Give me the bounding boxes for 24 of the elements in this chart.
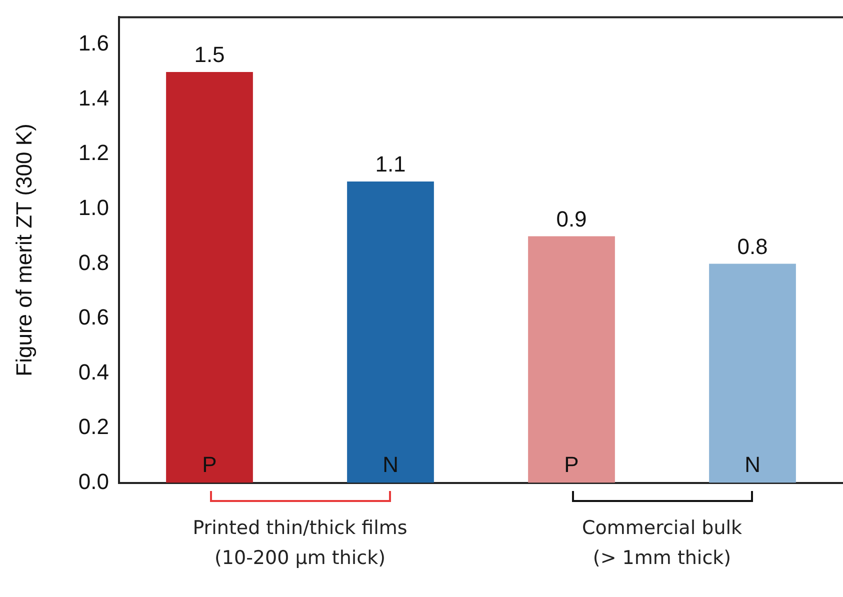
y-tick-label: 1.4 [78,85,109,110]
data-label: 1.1 [375,152,406,177]
y-axis-title: Figure of merit ZT (300 K) [11,124,36,376]
y-tick-label: 0.6 [78,304,109,330]
data-label: 0.8 [737,234,768,259]
y-tick-label: 0.8 [78,250,109,275]
text: Commercial bulk (> 1mm thick) [582,516,742,571]
x-tick-label: P [564,452,579,477]
x-tick-label: N [744,452,760,477]
x-tick-label: N [382,452,398,477]
text: Printed thin/thick films (10-200 µm thick) [192,516,408,571]
data-label: 1.5 [194,42,225,68]
bar [347,182,434,483]
x-tick-label: P [202,452,217,477]
y-tick-label: 1.6 [78,30,109,56]
y-tick-label: 0.2 [78,414,109,440]
y-tick-label: 0.0 [78,468,109,494]
bar [166,72,253,483]
y-tick-label: 1.2 [78,140,109,166]
bar [528,236,615,483]
bar [709,264,796,483]
data-label: 0.9 [556,206,587,232]
y-tick-label: 0.4 [78,359,109,384]
y-tick-label: 1.0 [78,194,109,220]
